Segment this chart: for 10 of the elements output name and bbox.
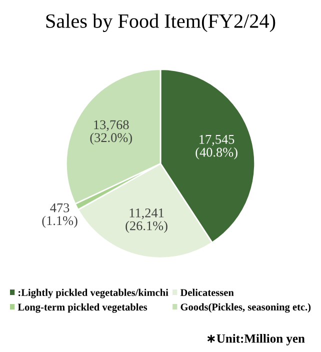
text: ∗Unit:Million yen: [207, 334, 305, 346]
legend-label: Long-term pickled vegetables: [18, 303, 148, 313]
data-label: 13,768 (32.0%): [90, 120, 132, 145]
data-label: 17,545 (40.8%): [196, 134, 238, 160]
chart-title: Sales by Food Item(FY2/24): [46, 14, 276, 32]
legend-label: Delicatessen: [180, 288, 234, 296]
legend-label: Goods(Pickles, seasoning etc.): [180, 303, 311, 313]
data-label: 473 (1.1%): [42, 203, 78, 228]
legend-label: :Lightly pickled vegetables/kimchi: [18, 288, 168, 298]
data-label: 11,241 (26.1%): [126, 208, 168, 233]
